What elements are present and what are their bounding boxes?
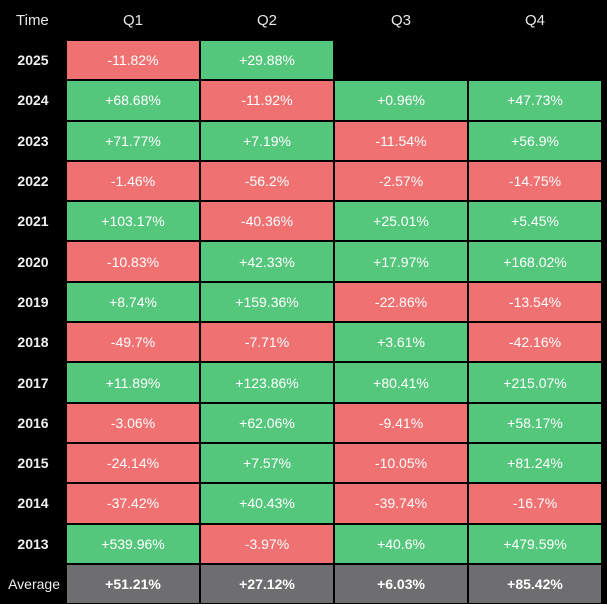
year-label: 2025 (17, 52, 49, 69)
year-label: 2021 (17, 213, 49, 230)
year-label: 2016 (17, 414, 49, 431)
empty-cell (469, 41, 601, 80)
average-cell: +85.42% (469, 564, 601, 604)
year-label: 2024 (17, 92, 49, 109)
time-column-header: Time (16, 11, 49, 29)
return-cell: +62.06% (201, 403, 333, 442)
return-cell: +25.01% (335, 202, 467, 241)
return-cell: -14.75% (469, 161, 601, 201)
return-cell: -24.14% (67, 443, 199, 483)
year-label: 2017 (17, 374, 49, 391)
return-cell: +7.57% (201, 443, 333, 483)
return-cell: +81.24% (469, 443, 601, 483)
return-cell: +40.43% (201, 484, 333, 523)
average-cell: +6.03% (335, 564, 467, 604)
q1-column-header: Q1 (122, 11, 143, 29)
average-label: Average (8, 576, 60, 592)
return-cell: -11.82% (67, 41, 199, 80)
return-cell: -13.54% (469, 282, 601, 322)
return-cell: -9.41% (335, 403, 467, 442)
return-cell: +159.36% (201, 282, 333, 322)
return-cell: +539.96% (67, 524, 199, 563)
return-cell: +71.77% (67, 121, 199, 160)
return-cell: +0.96% (335, 81, 467, 120)
return-cell: -10.83% (67, 242, 199, 281)
return-cell: -40.36% (201, 202, 333, 241)
average-cell: +27.12% (201, 564, 333, 604)
return-cell: +168.02% (469, 242, 601, 281)
return-cell: +47.73% (469, 81, 601, 120)
year-label: 2019 (17, 293, 49, 310)
return-cell: +42.33% (201, 242, 333, 281)
q2-column-header: Q2 (256, 11, 277, 29)
year-label: 2023 (17, 132, 49, 149)
year-label: 2022 (17, 173, 49, 190)
return-cell: +29.88% (201, 41, 333, 80)
return-cell: -39.74% (335, 484, 467, 523)
q4-column-header: Q4 (524, 11, 545, 29)
return-cell: +215.07% (469, 363, 601, 402)
return-cell: +17.97% (335, 242, 467, 281)
year-label: 2013 (17, 535, 49, 552)
return-cell: -10.05% (335, 443, 467, 483)
empty-cell (335, 41, 467, 80)
return-cell: -11.54% (335, 121, 467, 160)
year-label: 2020 (17, 253, 49, 270)
return-cell: -22.86% (335, 282, 467, 322)
year-label: 2014 (17, 495, 49, 512)
return-cell: +80.41% (335, 363, 467, 402)
return-cell: -56.2% (201, 161, 333, 201)
return-cell: -37.42% (67, 484, 199, 523)
return-cell: -3.06% (67, 403, 199, 442)
return-cell: +56.9% (469, 121, 601, 160)
return-cell: +479.59% (469, 524, 601, 563)
return-cell: +123.86% (201, 363, 333, 402)
return-cell: +40.6% (335, 524, 467, 563)
return-cell: -49.7% (67, 323, 199, 362)
year-label: 2018 (17, 334, 49, 351)
average-cell: +51.21% (67, 564, 199, 604)
return-cell: +8.74% (67, 282, 199, 322)
return-cell: -16.7% (469, 484, 601, 523)
return-cell: -42.16% (469, 323, 601, 362)
q3-column-header: Q3 (390, 11, 411, 29)
return-cell: +3.61% (335, 323, 467, 362)
return-cell: +68.68% (67, 81, 199, 120)
return-cell: -11.92% (201, 81, 333, 120)
return-cell: +11.89% (67, 363, 199, 402)
return-cell: -3.97% (201, 524, 333, 563)
return-cell: -7.71% (201, 323, 333, 362)
return-cell: -1.46% (67, 161, 199, 201)
return-cell: +5.45% (469, 202, 601, 241)
return-cell: +58.17% (469, 403, 601, 442)
year-label: 2015 (17, 455, 49, 472)
return-cell: +7.19% (201, 121, 333, 160)
return-cell: -2.57% (335, 161, 467, 201)
return-cell: +103.17% (67, 202, 199, 241)
